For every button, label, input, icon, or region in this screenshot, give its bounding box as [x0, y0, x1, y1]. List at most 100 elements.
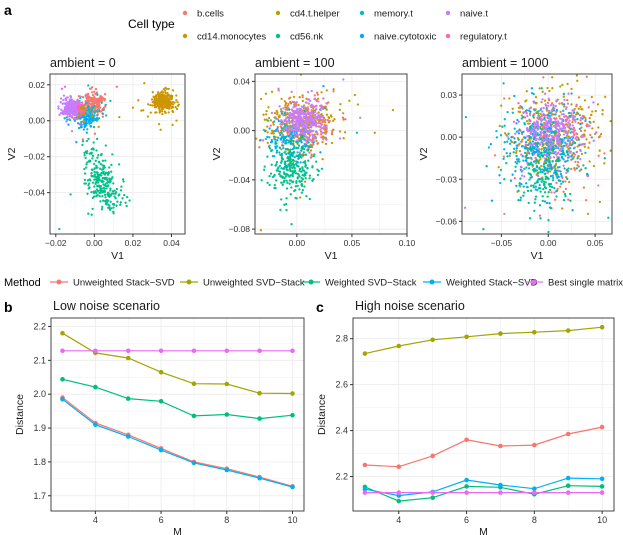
point-memory-t [88, 113, 91, 116]
point-naive-t [73, 111, 76, 115]
point-naive-t [560, 127, 563, 130]
point-naive-t [570, 135, 573, 139]
point-regulatory-t [252, 119, 254, 121]
point-cd56-nk [562, 198, 566, 202]
point-cd56-nk [290, 186, 293, 189]
point-cd14-monocytes [163, 110, 167, 114]
point-cd56-nk [109, 189, 112, 192]
point-naive-t [288, 111, 292, 115]
point-cd56-nk [93, 173, 97, 176]
point-naive-t [543, 153, 547, 157]
series-point-1 [191, 381, 197, 387]
point-cd14-monocytes [160, 104, 163, 107]
point-cd56-nk [95, 166, 98, 169]
point-cd56-nk [554, 159, 558, 162]
point-naive-t [304, 101, 307, 104]
point-naive-t [506, 135, 509, 138]
point-naive-t [546, 138, 549, 142]
point-b-cells [95, 99, 98, 102]
point-naive-cytotoxic [513, 137, 516, 140]
point-cd56-nk [300, 170, 303, 173]
series-line-2 [364, 485, 603, 502]
point-cd56-nk [284, 202, 288, 206]
point-naive-t [535, 134, 538, 137]
point-memory-t [541, 143, 544, 146]
point-cd4-t-helper [550, 112, 554, 115]
point-cd56-nk [536, 142, 540, 145]
point-naive-t [322, 125, 326, 128]
point-cd56-nk [295, 181, 298, 185]
point-naive-t [562, 124, 566, 128]
point-naive-t [296, 133, 299, 136]
point-cd56-nk [280, 160, 283, 163]
point-b-cells [585, 75, 588, 78]
point-cd14-monocytes [166, 92, 169, 95]
point-b-cells [502, 155, 506, 158]
point-cd56-nk [96, 180, 99, 183]
point-cd14-monocytes [157, 107, 160, 110]
method-legend-label-0: Unweighted Stack−SVD [73, 278, 175, 289]
point-cd56-nk [569, 199, 572, 202]
point-cd56-nk [99, 162, 102, 166]
point-cd56-nk [295, 164, 299, 167]
point-regulatory-t [575, 103, 578, 106]
plot-marks [362, 324, 605, 504]
point-cd56-nk [280, 198, 283, 201]
point-naive-t [561, 102, 564, 105]
point-naive-cytotoxic [552, 109, 556, 112]
legend-label-regulatory-t: regulatory.t [460, 32, 507, 43]
point-memory-t [511, 111, 514, 114]
point-cd14-monocytes [149, 103, 152, 107]
point-cd56-nk [86, 161, 89, 164]
point-cd56-nk [275, 149, 279, 152]
series-point-3 [158, 447, 164, 453]
point-naive-t [567, 121, 570, 124]
point-cd56-nk [297, 157, 300, 161]
point-naive-t [75, 111, 79, 114]
point-naive-cytotoxic [579, 122, 582, 126]
point-cd14-monocytes [572, 155, 576, 159]
point-cd56-nk [561, 180, 565, 183]
point-cd4-t-helper [570, 87, 573, 91]
point-cd56-nk [573, 141, 577, 145]
point-b-cells [87, 95, 90, 98]
point-naive-cytotoxic [513, 147, 516, 150]
point-naive-t [550, 142, 554, 146]
point-cd14-monocytes [598, 200, 602, 204]
point-cd56-nk [278, 151, 281, 154]
point-naive-t [547, 117, 550, 120]
point-cd4-t-helper [540, 147, 543, 151]
point-cd56-nk [106, 173, 110, 176]
point-memory-t [562, 158, 565, 161]
point-cd56-nk [295, 141, 298, 144]
point-cd56-nk [91, 157, 94, 160]
series-line-1 [62, 332, 293, 395]
point-b-cells [580, 121, 584, 125]
point-cd4-t-helper [356, 103, 360, 106]
y-tick-label: 2.8 [335, 334, 348, 344]
y-tick-label: 1.8 [33, 457, 46, 467]
point-naive-t [314, 105, 318, 108]
point-cd56-nk [304, 163, 307, 167]
point-cd56-nk [103, 193, 107, 196]
point-cd56-nk [582, 164, 585, 167]
point-naive-t [287, 117, 290, 120]
point-cd56-nk [98, 185, 101, 188]
point-cd56-nk [288, 168, 292, 171]
point-cd14-monocytes [165, 105, 169, 108]
point-memory-t [578, 127, 581, 131]
point-cd14-monocytes [521, 138, 524, 141]
point-cd56-nk [307, 159, 310, 162]
x-axis-label: V1 [111, 250, 124, 262]
point-cd14-monocytes [157, 102, 160, 105]
point-memory-t [505, 152, 508, 155]
point-naive-t [545, 120, 548, 123]
y-tick-label: 2.2 [33, 321, 46, 331]
point-cd56-nk [286, 181, 289, 184]
plot-marks [57, 81, 180, 231]
point-cd4-t-helper [498, 124, 501, 128]
point-naive-t [310, 103, 313, 106]
point-cd56-nk [106, 184, 110, 187]
